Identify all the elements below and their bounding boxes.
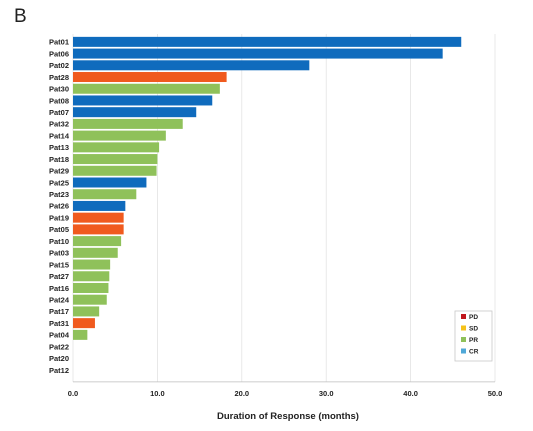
category-label: Pat18 <box>49 155 69 164</box>
category-label: Pat30 <box>49 85 69 94</box>
legend: PD SD PR CR <box>454 310 493 362</box>
x-tick-label: 30.0 <box>319 389 334 398</box>
legend-swatch-sd <box>461 325 466 331</box>
category-label: Pat06 <box>49 49 69 58</box>
x-tick-label: 0.0 <box>68 389 78 398</box>
bars-layer <box>73 36 462 340</box>
x-tick-labels: 0.0 10.0 20.0 30.0 40.0 50.0 <box>68 389 503 398</box>
legend-swatch-cr <box>461 348 466 354</box>
bar-pat03 <box>73 247 118 258</box>
x-tick-label: 40.0 <box>403 389 418 398</box>
legend-label-pr: PR <box>469 337 478 344</box>
bar-pat15 <box>73 259 111 270</box>
category-label: Pat01 <box>49 38 69 47</box>
category-label: Pat07 <box>49 108 69 117</box>
bar-pat19 <box>73 212 124 223</box>
legend-label-pd: PD <box>469 314 478 321</box>
bar-pat10 <box>73 236 122 247</box>
category-label: Pat13 <box>49 143 69 152</box>
bar-pat26 <box>73 200 126 211</box>
x-axis-title: Duration of Response (months) <box>217 411 359 422</box>
bar-pat29 <box>73 165 157 176</box>
bar-pat25 <box>73 177 147 188</box>
bar-pat27 <box>73 271 110 282</box>
bar-pat04 <box>73 329 88 340</box>
bar-pat07 <box>73 107 197 118</box>
x-tick-label: 50.0 <box>488 389 503 398</box>
category-label: Pat32 <box>49 120 69 129</box>
category-label: Pat03 <box>49 249 69 258</box>
category-label: Pat16 <box>49 284 69 293</box>
bar-pat24 <box>73 294 107 305</box>
category-label: Pat19 <box>49 213 69 222</box>
bar-pat01 <box>73 36 462 47</box>
category-label: Pat15 <box>49 260 69 269</box>
category-label: Pat31 <box>49 319 69 328</box>
bar-pat18 <box>73 154 158 165</box>
category-label: Pat04 <box>49 331 70 340</box>
bar-pat23 <box>73 189 137 200</box>
bar-pat31 <box>73 318 95 329</box>
category-label: Pat05 <box>49 225 69 234</box>
legend-label-sd: SD <box>469 326 478 333</box>
category-labels: Pat01 Pat06 Pat02 Pat28 Pat30 Pat08 Pat07 Pat32… <box>49 38 70 375</box>
bar-pat16 <box>73 282 109 293</box>
bar-pat32 <box>73 118 183 129</box>
category-label: Pat29 <box>49 167 69 176</box>
legend-label-cr: CR <box>469 349 479 356</box>
x-tick-label: 20.0 <box>234 389 249 398</box>
legend-swatch-pr <box>461 337 466 342</box>
x-tick-label: 10.0 <box>150 389 165 398</box>
bar-pat13 <box>73 142 160 153</box>
category-label: Pat24 <box>49 296 70 305</box>
bar-pat05 <box>73 224 124 235</box>
panel-label: B <box>14 6 27 27</box>
bar-pat02 <box>73 60 310 71</box>
category-label: Pat20 <box>49 354 69 363</box>
bar-pat06 <box>73 48 443 59</box>
legend-swatch-pd <box>461 314 466 319</box>
category-label: Pat08 <box>49 96 69 105</box>
category-label: Pat02 <box>49 61 69 70</box>
category-label: Pat25 <box>49 178 69 187</box>
category-label: Pat27 <box>49 272 69 281</box>
bar-pat14 <box>73 130 166 141</box>
bar-pat30 <box>73 83 220 94</box>
bar-pat17 <box>73 306 100 317</box>
bar-pat28 <box>73 72 227 83</box>
category-label: Pat23 <box>49 190 69 199</box>
category-label: Pat26 <box>49 202 69 211</box>
category-label: Pat22 <box>49 342 69 351</box>
category-label: Pat10 <box>49 237 69 246</box>
category-label: Pat14 <box>49 131 70 140</box>
category-label: Pat17 <box>49 307 69 316</box>
category-label: Pat12 <box>49 366 69 375</box>
bar-pat08 <box>73 95 213 106</box>
category-label: Pat28 <box>49 73 69 82</box>
